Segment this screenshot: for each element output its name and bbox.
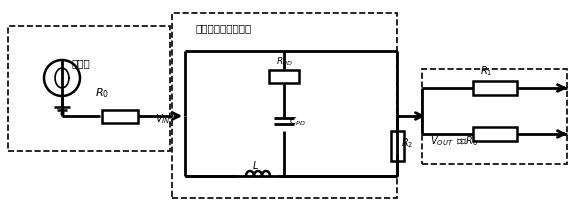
Text: 信号源: 信号源 xyxy=(72,58,91,68)
Text: $R_1$: $R_1$ xyxy=(480,64,492,78)
Text: $V_{IN}$: $V_{IN}$ xyxy=(155,112,171,126)
FancyBboxPatch shape xyxy=(269,69,299,82)
Text: $V_{OUT}$: $V_{OUT}$ xyxy=(430,134,454,148)
FancyBboxPatch shape xyxy=(473,127,517,141)
Text: 匹配后的光电探测器: 匹配后的光电探测器 xyxy=(195,23,251,33)
Text: $R_2$: $R_2$ xyxy=(401,136,413,150)
Text: $R_0$: $R_0$ xyxy=(95,86,109,100)
Text: 负载$R_0$: 负载$R_0$ xyxy=(453,134,478,148)
FancyBboxPatch shape xyxy=(473,81,517,95)
Text: $C_{PD}$: $C_{PD}$ xyxy=(289,116,306,129)
FancyBboxPatch shape xyxy=(391,131,403,161)
Text: $R_{PD}$: $R_{PD}$ xyxy=(276,55,293,68)
FancyBboxPatch shape xyxy=(102,110,138,123)
Text: L: L xyxy=(253,161,258,171)
